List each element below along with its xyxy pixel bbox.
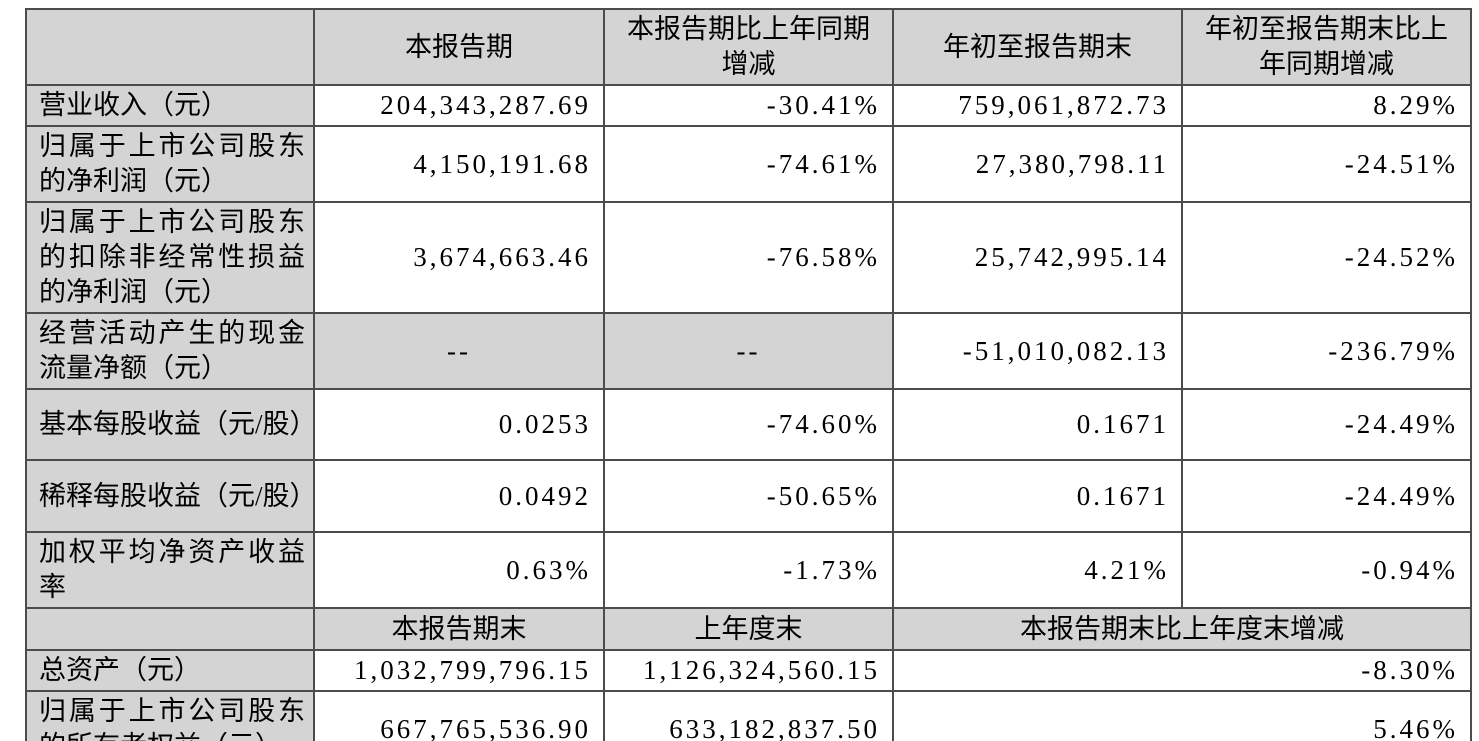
period-end-change-cell: 5.46% <box>892 690 1472 741</box>
row-basic-eps: 基本每股收益（元/股） 0.0253 -74.60% 0.1671 -24.49… <box>25 388 1472 461</box>
row-operating-cash-flow: 经营活动产生的现金流量净额（元） -- -- -51,010,082.13 -2… <box>25 312 1472 390</box>
current-period-cell: 3,674,663.46 <box>313 201 605 314</box>
period-end-cell: 1,032,799,796.15 <box>313 649 605 692</box>
financial-summary-table: 本报告期 本报告期比上年同期增减 年初至报告期末 年初至报告期末比上年同期增减 … <box>25 8 1472 741</box>
period-end-change-cell: -8.30% <box>892 649 1472 692</box>
row-net-profit: 归属于上市公司股东的净利润（元） 4,150,191.68 -74.61% 27… <box>25 125 1472 203</box>
prev-year-end-cell: 1,126,324,560.15 <box>603 649 894 692</box>
row-owners-equity: 归属于上市公司股东的所有者权益（元） 667,765,536.90 633,18… <box>25 690 1472 741</box>
current-period-cell: 4,150,191.68 <box>313 125 605 203</box>
row-label-cell: 归属于上市公司股东的扣除非经常性损益的净利润（元） <box>25 201 315 314</box>
ytd-cell: 0.1671 <box>892 388 1183 461</box>
current-period-cell: 0.63% <box>313 531 605 609</box>
row-label-cell: 归属于上市公司股东的净利润（元） <box>25 125 315 203</box>
row-diluted-eps: 稀释每股收益（元/股） 0.0492 -50.65% 0.1671 -24.49… <box>25 459 1472 533</box>
header-corner-cell <box>25 8 315 86</box>
header-row-top: 本报告期 本报告期比上年同期增减 年初至报告期末 年初至报告期末比上年同期增减 <box>25 8 1472 86</box>
row-label-cell: 基本每股收益（元/股） <box>25 388 315 461</box>
row-revenue: 营业收入（元） 204,343,287.69 -30.41% 759,061,8… <box>25 84 1472 127</box>
current-period-cell: 0.0492 <box>313 459 605 533</box>
ytd-change-cell: -24.51% <box>1181 125 1472 203</box>
ytd-change-cell: -24.52% <box>1181 201 1472 314</box>
ytd-cell: 759,061,872.73 <box>892 84 1183 127</box>
ytd-change-cell: -236.79% <box>1181 312 1472 390</box>
header-current-period: 本报告期 <box>313 8 605 86</box>
header-period-end: 本报告期末 <box>313 607 605 651</box>
ytd-cell: 4.21% <box>892 531 1183 609</box>
current-change-cell: -74.60% <box>603 388 894 461</box>
row-label-cell: 归属于上市公司股东的所有者权益（元） <box>25 690 315 741</box>
ytd-change-cell: -0.94% <box>1181 531 1472 609</box>
current-period-cell: 204,343,287.69 <box>313 84 605 127</box>
ytd-change-cell: -24.49% <box>1181 388 1472 461</box>
row-total-assets: 总资产（元） 1,032,799,796.15 1,126,324,560.15… <box>25 649 1472 692</box>
header-row-bottom: 本报告期末 上年度末 本报告期末比上年度末增减 <box>25 607 1472 651</box>
header-ytd: 年初至报告期末 <box>892 8 1183 86</box>
header-period-end-change: 本报告期末比上年度末增减 <box>892 607 1472 651</box>
current-change-cell: -76.58% <box>603 201 894 314</box>
row-label-cell: 营业收入（元） <box>25 84 315 127</box>
row-label-cell: 稀释每股收益（元/股） <box>25 459 315 533</box>
ytd-cell: 27,380,798.11 <box>892 125 1183 203</box>
current-period-cell: 0.0253 <box>313 388 605 461</box>
current-change-cell: -30.41% <box>603 84 894 127</box>
prev-year-end-cell: 633,182,837.50 <box>603 690 894 741</box>
ytd-cell: -51,010,082.13 <box>892 312 1183 390</box>
current-change-cell: -74.61% <box>603 125 894 203</box>
header-current-period-change: 本报告期比上年同期增减 <box>603 8 894 86</box>
period-end-cell: 667,765,536.90 <box>313 690 605 741</box>
current-change-cell: -1.73% <box>603 531 894 609</box>
header-prev-year-end: 上年度末 <box>603 607 894 651</box>
current-change-cell: -- <box>603 312 894 390</box>
header-corner-cell <box>25 607 315 651</box>
current-period-cell: -- <box>313 312 605 390</box>
row-net-profit-deducted: 归属于上市公司股东的扣除非经常性损益的净利润（元） 3,674,663.46 -… <box>25 201 1472 314</box>
ytd-cell: 25,742,995.14 <box>892 201 1183 314</box>
ytd-change-cell: 8.29% <box>1181 84 1472 127</box>
row-weighted-avg-roe: 加权平均净资产收益率 0.63% -1.73% 4.21% -0.94% <box>25 531 1472 609</box>
current-change-cell: -50.65% <box>603 459 894 533</box>
row-label-cell: 总资产（元） <box>25 649 315 692</box>
ytd-change-cell: -24.49% <box>1181 459 1472 533</box>
row-label-cell: 加权平均净资产收益率 <box>25 531 315 609</box>
row-label-cell: 经营活动产生的现金流量净额（元） <box>25 312 315 390</box>
header-ytd-change: 年初至报告期末比上年同期增减 <box>1181 8 1472 86</box>
ytd-cell: 0.1671 <box>892 459 1183 533</box>
